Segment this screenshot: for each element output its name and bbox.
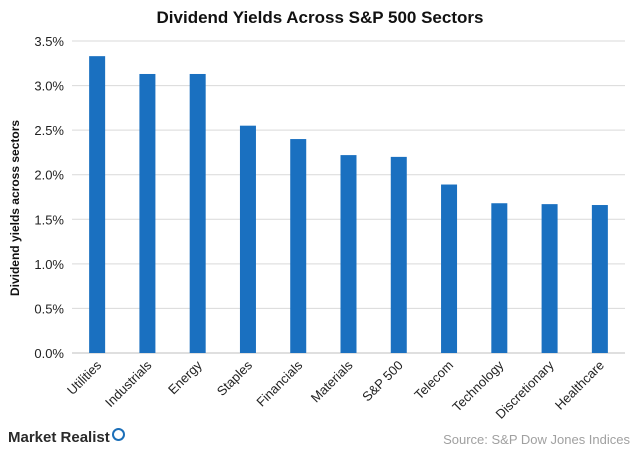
bar [591, 205, 608, 353]
x-tick-label: Telecom [411, 358, 456, 403]
y-tick-label: 1.0% [34, 257, 64, 272]
bar [340, 155, 357, 353]
y-tick-label: 2.0% [34, 168, 64, 183]
y-tick-label: 3.0% [34, 79, 64, 94]
x-tick-label: Utilities [64, 357, 105, 398]
x-tick-label: S&P 500 [359, 358, 406, 405]
y-tick-label: 2.5% [34, 123, 64, 138]
bar [491, 203, 508, 353]
y-axis-label: Dividend yields across sectors [8, 120, 22, 296]
y-tick-label: 1.5% [34, 212, 64, 227]
magnifier-icon [111, 428, 125, 441]
bar [390, 156, 407, 353]
x-tick-label: Materials [308, 357, 356, 405]
bar [89, 56, 106, 353]
x-tick-label: Healthcare [552, 358, 607, 413]
brand-logo: Market Realist [8, 428, 125, 446]
bar [441, 184, 458, 353]
chart-title: Dividend Yields Across S&P 500 Sectors [157, 8, 484, 27]
y-tick-label: 3.5% [34, 34, 64, 49]
source-note: Source: S&P Dow Jones Indices [443, 432, 630, 447]
bar [541, 204, 558, 353]
x-tick-label: Energy [165, 357, 205, 397]
y-tick-label: 0.5% [34, 301, 64, 316]
brand-name: Market Realist [8, 429, 110, 446]
x-tick-label: Industrials [102, 357, 155, 410]
bar [189, 73, 206, 354]
x-tick-label: Staples [214, 357, 256, 399]
bar [239, 125, 256, 353]
bar [139, 73, 156, 354]
bar [290, 139, 307, 353]
y-tick-label: 0.0% [34, 346, 64, 361]
x-tick-label: Financials [253, 357, 305, 409]
